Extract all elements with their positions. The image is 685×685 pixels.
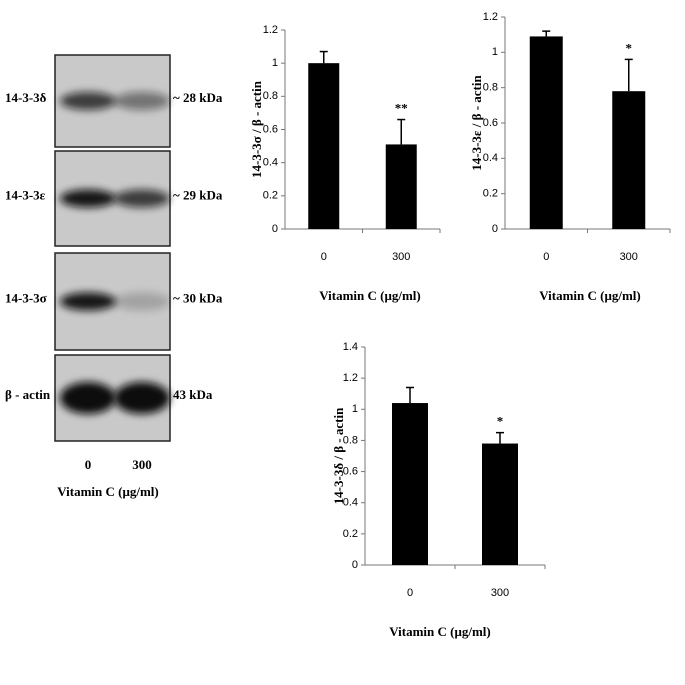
- y-tick-label: 0.8: [263, 90, 278, 102]
- y-tick-label: 0.2: [343, 528, 358, 540]
- blot-band: [114, 189, 170, 208]
- y-tick-label: 0: [272, 223, 278, 235]
- y-tick-label: 0.6: [483, 117, 498, 129]
- band-size: ~ 30 kDa: [173, 290, 223, 305]
- x-tick-label: 0: [543, 251, 549, 263]
- y-tick-label: 0.4: [263, 157, 278, 169]
- bar: [392, 403, 428, 565]
- y-tick-label: 1.2: [263, 24, 278, 36]
- x-tick-label: 300: [620, 251, 638, 263]
- y-tick-label: 1.2: [343, 372, 358, 384]
- lane-label: 300: [132, 457, 152, 472]
- significance: **: [395, 101, 408, 116]
- blot-band: [114, 92, 170, 110]
- significance: *: [497, 414, 504, 429]
- band-name: β - actin: [5, 387, 51, 402]
- blot-xlabel: Vitamin C (μg/ml): [57, 484, 159, 499]
- band-name: 14-3-3ε: [5, 187, 46, 202]
- y-tick-label: 1: [272, 57, 278, 69]
- band-size: ~ 29 kDa: [173, 187, 223, 202]
- y-tick-label: 0.6: [263, 123, 278, 135]
- blot-band: [114, 292, 170, 311]
- y-axis-label: 14-3-3δ / β - actin: [331, 407, 346, 504]
- lane-label: 0: [85, 457, 92, 472]
- bar: [385, 144, 417, 229]
- y-tick-label: 0: [492, 223, 498, 235]
- y-tick-label: 1.2: [483, 11, 498, 23]
- blot-band: [114, 382, 170, 414]
- y-axis-label: 14-3-3ε / β - actin: [469, 75, 484, 171]
- y-tick-label: 0.2: [483, 188, 498, 200]
- band-size: 43 kDa: [173, 387, 213, 402]
- y-tick-label: 0.2: [263, 190, 278, 202]
- y-tick-label: 0.8: [343, 434, 358, 446]
- x-axis-label: Vitamin C (μg/ml): [319, 288, 421, 303]
- band-name: 14-3-3δ: [5, 90, 47, 105]
- bar: [482, 443, 518, 565]
- y-tick-label: 0: [352, 559, 358, 571]
- x-tick-label: 300: [392, 251, 410, 263]
- y-tick-label: 0.8: [483, 82, 498, 94]
- y-tick-label: 0.4: [343, 497, 358, 509]
- blot-band: [60, 292, 116, 311]
- bar: [529, 36, 563, 229]
- band-name: 14-3-3σ: [5, 290, 47, 305]
- y-tick-label: 1: [352, 403, 358, 415]
- blot-band: [60, 92, 116, 110]
- y-tick-label: 1.4: [343, 341, 358, 353]
- blot-band: [60, 382, 116, 414]
- x-tick-label: 0: [321, 251, 327, 263]
- y-tick-label: 0.4: [483, 152, 498, 164]
- x-axis-label: Vitamin C (μg/ml): [389, 624, 491, 639]
- bar: [612, 91, 646, 229]
- band-size: ~ 28 kDa: [173, 90, 223, 105]
- y-tick-label: 0.6: [343, 465, 358, 477]
- y-tick-label: 1: [492, 46, 498, 58]
- significance: *: [626, 40, 633, 55]
- bar: [308, 63, 340, 229]
- x-tick-label: 300: [491, 587, 509, 599]
- x-axis-label: Vitamin C (μg/ml): [539, 288, 641, 303]
- x-tick-label: 0: [407, 587, 413, 599]
- blot-band: [60, 189, 116, 208]
- y-axis-label: 14-3-3σ / β - actin: [249, 80, 264, 178]
